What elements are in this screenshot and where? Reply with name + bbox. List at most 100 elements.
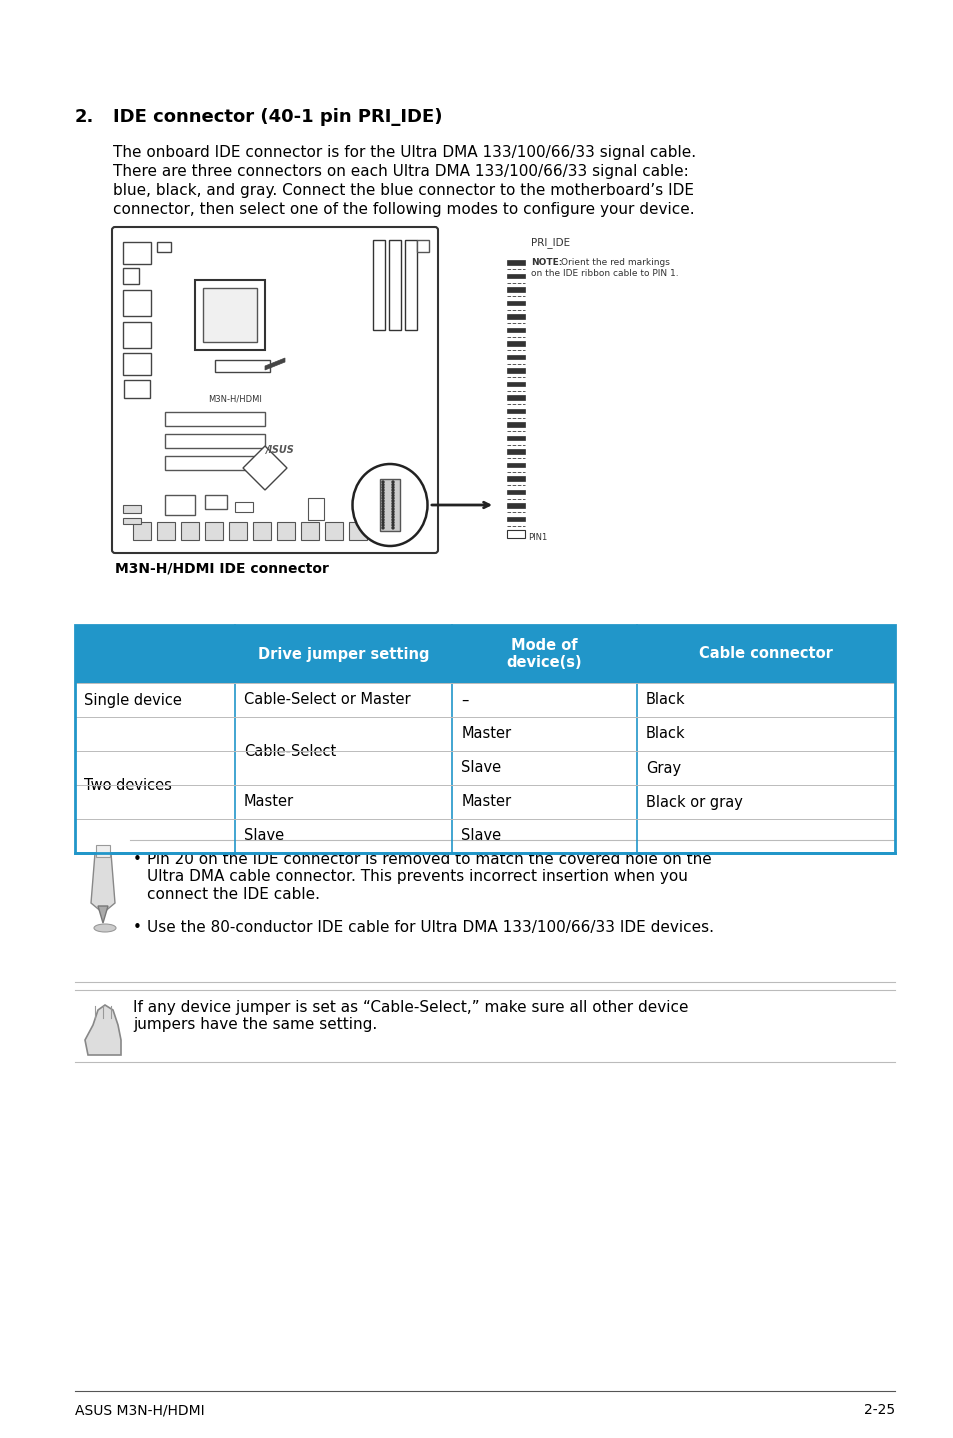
Circle shape bbox=[392, 510, 394, 513]
Bar bbox=[132, 522, 151, 541]
Circle shape bbox=[392, 503, 394, 505]
Text: Drive jumper setting: Drive jumper setting bbox=[257, 647, 429, 661]
Bar bbox=[506, 328, 524, 332]
FancyBboxPatch shape bbox=[112, 227, 437, 554]
Circle shape bbox=[392, 498, 394, 499]
Text: M3N-H/HDMI: M3N-H/HDMI bbox=[208, 395, 262, 404]
Bar bbox=[506, 449, 524, 454]
Bar bbox=[379, 479, 399, 531]
Text: connector, then select one of the following modes to configure your device.: connector, then select one of the follow… bbox=[112, 201, 694, 217]
Bar bbox=[506, 395, 524, 400]
Text: If any device jumper is set as “Cable-Select,” make sure all other device
jumper: If any device jumper is set as “Cable-Se… bbox=[132, 999, 688, 1032]
Text: PRI_IDE: PRI_IDE bbox=[531, 237, 570, 247]
Bar bbox=[506, 503, 524, 508]
Text: Cable-Select: Cable-Select bbox=[244, 743, 335, 758]
Text: Orient the red markings: Orient the red markings bbox=[560, 257, 669, 267]
Circle shape bbox=[392, 489, 394, 492]
Bar bbox=[181, 522, 199, 541]
Text: M3N-H/HDMI IDE connector: M3N-H/HDMI IDE connector bbox=[115, 562, 329, 577]
Bar bbox=[229, 522, 247, 541]
Bar bbox=[205, 522, 223, 541]
Text: Single device: Single device bbox=[84, 693, 182, 707]
Bar bbox=[123, 242, 151, 265]
Circle shape bbox=[392, 513, 394, 515]
Text: Slave: Slave bbox=[244, 828, 284, 844]
Text: on the IDE ribbon cable to PIN 1.: on the IDE ribbon cable to PIN 1. bbox=[531, 269, 678, 278]
Bar bbox=[165, 456, 265, 470]
Bar bbox=[75, 626, 894, 853]
Bar bbox=[205, 495, 227, 509]
Bar bbox=[506, 381, 524, 387]
Polygon shape bbox=[265, 358, 285, 370]
Text: There are three connectors on each Ultra DMA 133/100/66/33 signal cable:: There are three connectors on each Ultra… bbox=[112, 164, 688, 178]
Bar bbox=[123, 322, 151, 348]
Bar bbox=[234, 502, 253, 512]
Text: Use the 80-conductor IDE cable for Ultra DMA 133/100/66/33 IDE devices.: Use the 80-conductor IDE cable for Ultra… bbox=[147, 920, 713, 935]
Bar bbox=[506, 368, 524, 372]
Ellipse shape bbox=[94, 925, 116, 932]
Circle shape bbox=[381, 486, 384, 489]
Circle shape bbox=[381, 500, 384, 502]
Circle shape bbox=[381, 522, 384, 523]
Text: Cable-Select or Master: Cable-Select or Master bbox=[244, 693, 410, 707]
Text: 2-25: 2-25 bbox=[863, 1403, 894, 1416]
Circle shape bbox=[392, 508, 394, 510]
Text: IDE connector (40-1 pin PRI_IDE): IDE connector (40-1 pin PRI_IDE) bbox=[112, 108, 442, 127]
Bar bbox=[373, 522, 391, 541]
Bar bbox=[276, 522, 294, 541]
Bar bbox=[506, 355, 524, 360]
Text: blue, black, and gray. Connect the blue connector to the motherboard’s IDE: blue, black, and gray. Connect the blue … bbox=[112, 183, 693, 198]
Bar bbox=[506, 463, 524, 467]
Bar bbox=[349, 522, 367, 541]
Bar bbox=[506, 288, 524, 292]
Circle shape bbox=[381, 516, 384, 518]
Bar bbox=[416, 240, 429, 252]
Circle shape bbox=[392, 519, 394, 521]
Text: 2.: 2. bbox=[75, 108, 94, 127]
Circle shape bbox=[392, 526, 394, 529]
Text: Slave: Slave bbox=[460, 828, 500, 844]
Bar bbox=[506, 273, 524, 278]
Bar bbox=[506, 531, 524, 538]
Bar bbox=[123, 505, 141, 513]
Text: Black: Black bbox=[645, 693, 684, 707]
Bar bbox=[301, 522, 318, 541]
Bar bbox=[405, 240, 416, 329]
Bar bbox=[157, 242, 171, 252]
Bar bbox=[373, 240, 385, 329]
Bar bbox=[123, 518, 141, 523]
Circle shape bbox=[392, 522, 394, 523]
Bar bbox=[165, 495, 194, 515]
Text: Master: Master bbox=[244, 795, 294, 810]
Ellipse shape bbox=[352, 464, 427, 546]
Circle shape bbox=[392, 495, 394, 496]
Bar bbox=[253, 522, 271, 541]
Text: Master: Master bbox=[460, 795, 511, 810]
Text: /lSUS: /lSUS bbox=[265, 444, 294, 454]
Text: •: • bbox=[132, 851, 142, 867]
Bar bbox=[506, 489, 524, 495]
Bar bbox=[389, 240, 400, 329]
Bar bbox=[75, 683, 894, 718]
Bar bbox=[165, 413, 265, 426]
Bar bbox=[506, 476, 524, 480]
Bar bbox=[506, 341, 524, 345]
Text: Mode of
device(s): Mode of device(s) bbox=[506, 638, 581, 670]
Text: Gray: Gray bbox=[645, 761, 680, 775]
Text: The onboard IDE connector is for the Ultra DMA 133/100/66/33 signal cable.: The onboard IDE connector is for the Ult… bbox=[112, 145, 696, 160]
Text: PIN1: PIN1 bbox=[527, 533, 547, 542]
Text: NOTE:: NOTE: bbox=[531, 257, 561, 267]
Polygon shape bbox=[98, 906, 108, 923]
Circle shape bbox=[381, 519, 384, 521]
Text: Master: Master bbox=[460, 726, 511, 742]
Bar bbox=[506, 408, 524, 413]
Circle shape bbox=[392, 480, 394, 483]
Circle shape bbox=[381, 526, 384, 529]
Bar bbox=[165, 434, 265, 449]
Text: Cable connector: Cable connector bbox=[699, 647, 832, 661]
Circle shape bbox=[381, 513, 384, 515]
Text: Black: Black bbox=[645, 726, 684, 742]
Text: •: • bbox=[132, 920, 142, 935]
Bar bbox=[75, 718, 894, 751]
Bar bbox=[157, 522, 174, 541]
